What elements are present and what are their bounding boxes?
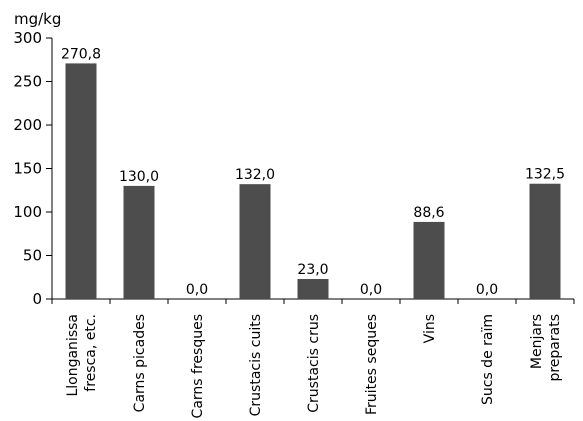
x-tick-label: Fruites seques [364, 314, 380, 415]
x-tick-label: Crustacis cuits [248, 314, 264, 416]
bar [529, 183, 561, 299]
value-label: 88,6 [413, 205, 444, 221]
bar [239, 184, 271, 299]
y-tick-label: 250 [13, 73, 42, 91]
value-labels: 270,8 130,0 0,0 132,0 23,0 0,0 88,6 0,0 132,5 [61, 46, 565, 298]
value-label: 0,0 [360, 282, 382, 298]
value-label: 0,0 [476, 282, 498, 298]
y-tick-label: 200 [13, 116, 42, 134]
y-tick-label: 0 [32, 290, 42, 308]
x-tick-label: Sucs de raïm [480, 314, 496, 405]
x-tick-label: Carns picades [132, 314, 148, 412]
bar [413, 221, 445, 299]
value-label: 23,0 [297, 262, 328, 278]
value-label: 270,8 [61, 46, 101, 62]
x-tick-label: Vins [422, 314, 438, 343]
x-tick-label: fresca, etc. [83, 314, 99, 392]
y-tick-label: 300 [13, 29, 42, 47]
y-tick-labels: 0 50 100 150 200 250 300 [13, 29, 42, 308]
x-tick-label: Llonganissa [65, 314, 81, 397]
bars [65, 63, 561, 300]
y-tick-label: 100 [13, 203, 42, 221]
bar [65, 63, 97, 300]
x-tick-label: Carns fresques [190, 314, 206, 418]
y-axis-label: mg/kg [14, 10, 61, 28]
x-tick-labels: Llonganissa fresca, etc. Carns picades Carn… [65, 314, 563, 418]
value-label: 132,5 [525, 167, 565, 183]
y-tick-label: 50 [23, 247, 42, 265]
y-tick-label: 150 [13, 160, 42, 178]
x-tick-label: Crustacis crus [306, 314, 322, 413]
x-tick-label: preparats [547, 314, 563, 382]
bar [123, 185, 155, 299]
value-label: 130,0 [119, 169, 159, 185]
bar [297, 278, 329, 299]
x-tick-label: Menjars [529, 314, 545, 369]
value-label: 0,0 [186, 282, 208, 298]
value-label: 132,0 [235, 167, 275, 183]
